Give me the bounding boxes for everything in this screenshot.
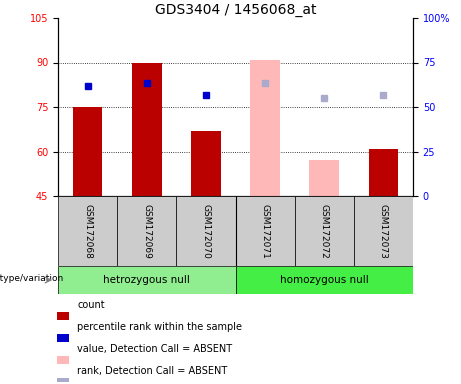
Bar [73, 107, 102, 196]
Text: GSM172069: GSM172069 [142, 204, 151, 258]
Text: GSM172071: GSM172071 [260, 204, 270, 258]
Bar [236, 196, 295, 266]
Bar [117, 196, 177, 266]
Text: GSM172070: GSM172070 [201, 204, 210, 258]
Bar [58, 196, 117, 266]
Bar [177, 196, 236, 266]
Bar [236, 266, 413, 294]
Text: homozygous null: homozygous null [280, 275, 369, 285]
Bar [295, 196, 354, 266]
Title: GDS3404 / 1456068_at: GDS3404 / 1456068_at [155, 3, 316, 17]
Bar [58, 266, 236, 294]
Bar [57, 312, 69, 320]
Bar [250, 60, 280, 196]
Bar [132, 63, 161, 196]
Bar [354, 196, 413, 266]
Bar [57, 334, 69, 342]
Bar [57, 356, 69, 364]
Bar [309, 161, 339, 196]
Text: rank, Detection Call = ABSENT: rank, Detection Call = ABSENT [77, 366, 228, 376]
Text: value, Detection Call = ABSENT: value, Detection Call = ABSENT [77, 344, 232, 354]
Text: count: count [77, 300, 105, 310]
Text: percentile rank within the sample: percentile rank within the sample [77, 322, 242, 332]
Bar [57, 378, 69, 384]
Text: GSM172068: GSM172068 [83, 204, 92, 258]
Text: GSM172072: GSM172072 [320, 204, 329, 258]
Text: hetrozygous null: hetrozygous null [103, 275, 190, 285]
Bar [369, 149, 398, 196]
Text: GSM172073: GSM172073 [379, 204, 388, 258]
Bar [191, 131, 221, 196]
Text: genotype/variation: genotype/variation [0, 274, 64, 283]
